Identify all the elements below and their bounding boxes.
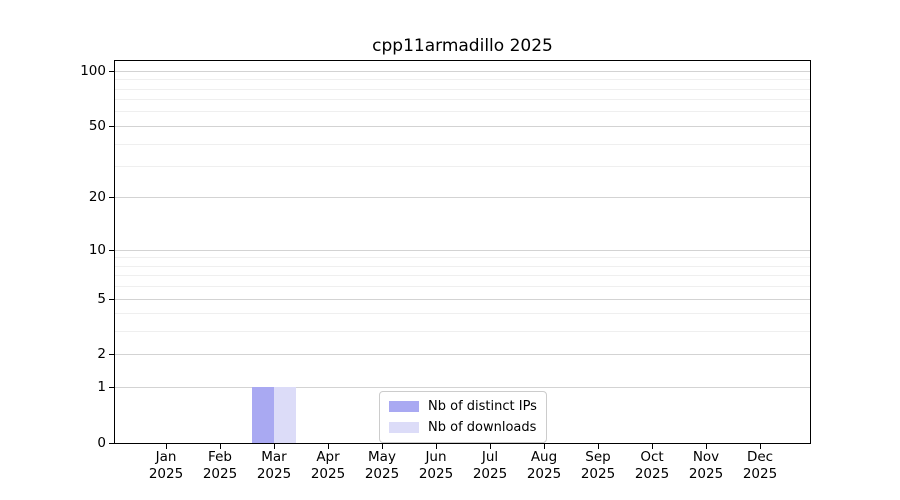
x-tick-mark-mar <box>274 444 275 449</box>
gridline-minor-90 <box>115 79 810 81</box>
y-tick-label-5: 5 <box>97 290 106 307</box>
x-tick-mark-may <box>382 444 383 449</box>
x-tick-mark-oct <box>652 444 653 449</box>
legend: Nb of distinct IPs Nb of downloads <box>379 391 547 443</box>
gridline-major-2 <box>115 354 810 356</box>
gridline-minor-4 <box>115 313 810 315</box>
x-tick-mark-aug <box>544 444 545 449</box>
x-tick-mark-apr <box>328 444 329 449</box>
x-tick-label-may: May 2025 <box>364 449 400 482</box>
y-tick-mark-5 <box>109 298 114 300</box>
legend-entry-distinct-ips: Nb of distinct IPs <box>389 399 537 414</box>
x-tick-mark-jun <box>436 444 437 449</box>
y-tick-label-10: 10 <box>88 241 106 258</box>
legend-label-distinct-ips: Nb of distinct IPs <box>428 399 537 414</box>
x-tick-mark-jul <box>490 444 491 449</box>
y-tick-mark-10 <box>109 249 114 251</box>
plot-area: Nb of distinct IPs Nb of downloads <box>114 60 811 444</box>
x-tick-mark-feb <box>220 444 221 449</box>
y-tick-mark-100 <box>109 70 114 72</box>
y-tick-label-20: 20 <box>88 189 106 206</box>
gridline-minor-40 <box>115 143 810 145</box>
gridline-major-1 <box>115 387 810 389</box>
x-tick-label-mar: Mar 2025 <box>256 449 292 482</box>
y-tick-mark-50 <box>109 125 114 127</box>
legend-label-downloads: Nb of downloads <box>428 420 537 435</box>
y-tick-label-0: 0 <box>97 435 106 451</box>
y-tick-mark-2 <box>109 354 114 356</box>
x-tick-label-apr: Apr 2025 <box>310 449 346 482</box>
gridline-minor-70 <box>115 99 810 101</box>
gridline-minor-8 <box>115 265 810 267</box>
legend-swatch-downloads-icon <box>389 422 419 433</box>
x-tick-label-jun: Jun 2025 <box>418 449 454 482</box>
x-tick-label-jan: Jan 2025 <box>148 449 184 482</box>
x-tick-label-feb: Feb 2025 <box>202 449 238 482</box>
gridline-major-10 <box>115 249 810 251</box>
gridline-minor-7 <box>115 275 810 277</box>
y-tick-label-50: 50 <box>88 117 106 134</box>
legend-swatch-distinct-ips-icon <box>389 401 419 412</box>
gridline-minor-3 <box>115 331 810 333</box>
gridline-major-20 <box>115 197 810 199</box>
x-tick-mark-nov <box>706 444 707 449</box>
x-tick-label-sep: Sep 2025 <box>580 449 616 482</box>
x-tick-label-oct: Oct 2025 <box>634 449 670 482</box>
y-tick-mark-20 <box>109 197 114 199</box>
y-tick-label-100: 100 <box>80 62 106 79</box>
y-tick-mark-1 <box>109 387 114 389</box>
x-tick-label-aug: Aug 2025 <box>526 449 562 482</box>
x-tick-label-jul: Jul 2025 <box>472 449 508 482</box>
x-tick-mark-sep <box>598 444 599 449</box>
gridline-major-5 <box>115 298 810 300</box>
gridline-minor-80 <box>115 88 810 90</box>
gridline-major-50 <box>115 125 810 127</box>
y-tick-label-1: 1 <box>97 379 106 396</box>
gridline-minor-30 <box>115 166 810 167</box>
x-tick-label-nov: Nov 2025 <box>688 449 724 482</box>
legend-entry-downloads: Nb of downloads <box>389 420 537 435</box>
y-tick-label-2: 2 <box>97 346 106 363</box>
x-tick-label-dec: Dec 2025 <box>742 449 778 482</box>
chart-title: cpp11armadillo 2025 <box>372 36 553 56</box>
gridline-major-100 <box>115 70 810 72</box>
bar-mar-distinct-ips <box>252 387 274 443</box>
x-tick-mark-dec <box>760 444 761 449</box>
gridline-minor-60 <box>115 111 810 113</box>
gridline-minor-6 <box>115 286 810 288</box>
x-tick-mark-jan <box>166 444 167 449</box>
y-tick-mark-0 <box>109 443 114 444</box>
gridline-minor-9 <box>115 257 810 259</box>
bar-mar-downloads <box>274 387 296 443</box>
